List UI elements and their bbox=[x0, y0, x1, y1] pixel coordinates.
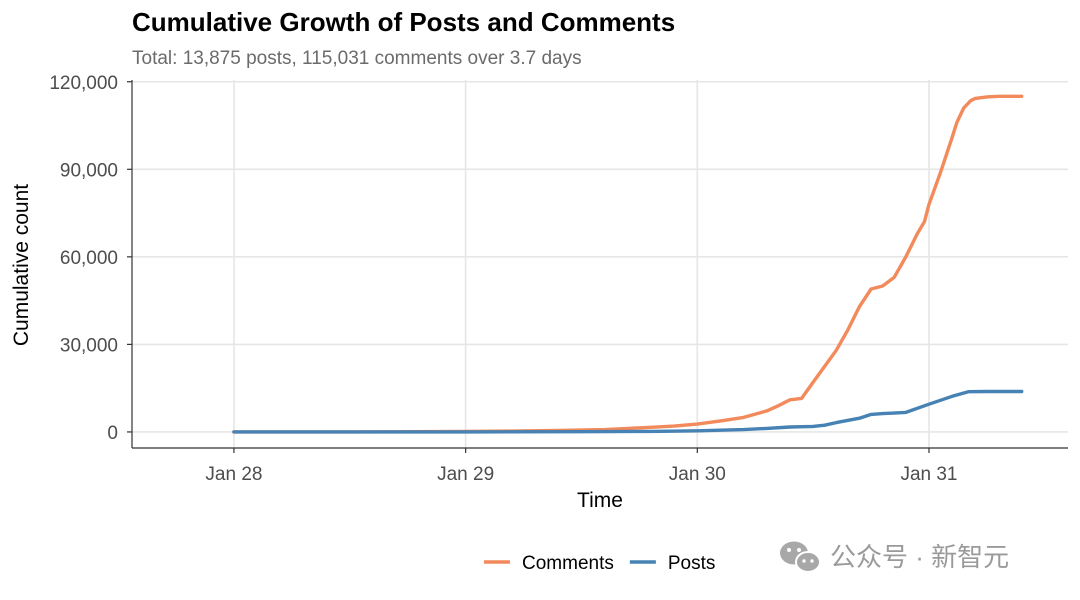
series-lines bbox=[232, 94, 1024, 434]
x-tick-label-3: Jan 31 bbox=[900, 464, 957, 485]
watermark: 公众号 · 新智元 bbox=[780, 541, 1009, 573]
wechat-icon bbox=[780, 541, 821, 573]
chart-subtitle: Total: 13,875 posts, 115,031 comments ov… bbox=[132, 48, 582, 69]
y-tick-label-2: 60,000 bbox=[60, 248, 118, 269]
axes bbox=[131, 80, 1068, 449]
chart-title: Cumulative Growth of Posts and Comments bbox=[132, 7, 675, 37]
y-tick-labels: 0 30,000 60,000 90,000 120,000 bbox=[49, 73, 132, 444]
grid bbox=[132, 80, 1068, 448]
y-tick-label-4: 120,000 bbox=[49, 73, 118, 94]
y-axis-title: Cumulative count bbox=[10, 184, 33, 346]
y-tick-label-0: 0 bbox=[107, 423, 118, 444]
y-tick-label-1: 30,000 bbox=[60, 335, 118, 356]
series-line-posts bbox=[232, 389, 1024, 434]
watermark-text: 公众号 · 新智元 bbox=[830, 542, 1009, 572]
y-tick-label-3: 90,000 bbox=[60, 160, 118, 181]
x-axis-title: Time bbox=[577, 489, 623, 512]
x-tick-labels: Jan 28 Jan 29 Jan 30 Jan 31 bbox=[205, 448, 958, 485]
series-line-comments bbox=[232, 94, 1024, 434]
x-tick-label-0: Jan 28 bbox=[205, 464, 262, 485]
legend-label-comments: Comments bbox=[522, 553, 614, 574]
x-tick-label-2: Jan 30 bbox=[669, 464, 726, 485]
legend-label-posts: Posts bbox=[668, 553, 716, 574]
legend: Comments Posts bbox=[484, 553, 715, 574]
x-tick-label-1: Jan 29 bbox=[437, 464, 494, 485]
